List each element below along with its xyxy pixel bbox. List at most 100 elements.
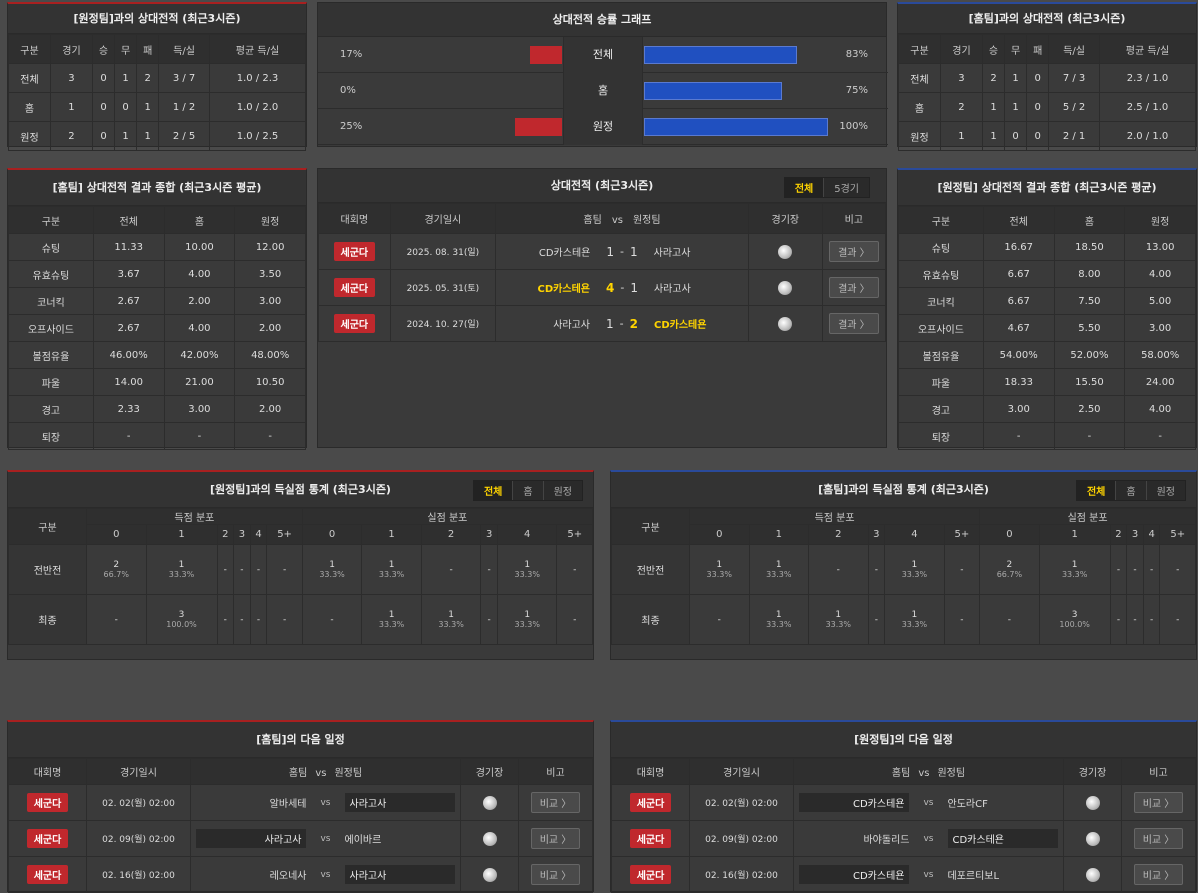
table-cell: 7 / 3 [1048, 63, 1100, 93]
table-cell: 3.00 [234, 287, 306, 315]
league-cell: 세군다 [611, 856, 690, 893]
table-cell: 52.00% [1053, 341, 1126, 369]
result-button[interactable]: 결과 〉 [829, 241, 879, 262]
venue-cell [1063, 856, 1122, 893]
column-header: 5+ [1159, 524, 1196, 545]
compare-button[interactable]: 비교 〉 [530, 792, 581, 813]
match-line: CD카스테욘 vs 데포르티보L [794, 865, 1063, 884]
result-button[interactable]: 결과 〉 [829, 277, 879, 298]
score-line: CD카스테욘 1-1 사라고사 [496, 244, 748, 260]
tab-2[interactable]: 원정 [542, 481, 582, 500]
table-row[interactable]: 세군다 02. 02(월) 02:00 알바세테 vs 사라고사 비교 〉 [8, 784, 593, 821]
table-cell: - [808, 544, 869, 595]
count: 1 [524, 559, 531, 570]
panel-title: [원정팀]의 다음 일정 [611, 722, 1196, 758]
table-cell: 1 33.3% [361, 544, 422, 595]
table-cell: 1 33.3% [748, 594, 810, 645]
result-button[interactable]: 결과 〉 [829, 313, 879, 334]
league-badge: 세군다 [629, 829, 672, 848]
tab-0[interactable]: 전체 [473, 481, 513, 500]
compare-button[interactable]: 비교 〉 [530, 828, 581, 849]
percent: 100.0% [166, 619, 197, 629]
table-row[interactable]: 세군다 02. 16(월) 02:00 레오네사 vs 사라고사 비교 〉 [8, 856, 593, 893]
table-cell: - [1126, 544, 1144, 595]
note-cell: 비교 〉 [518, 820, 593, 857]
table-cell: 18.33 [982, 368, 1055, 396]
next-home-panel: [홈팀]의 다음 일정 대회명 경기일시 홈팀 vs 원정팀 경기장 비고 세군다 02. 02… [7, 720, 594, 893]
column-header: 1 [145, 524, 218, 545]
tab-0[interactable]: 전체 [1076, 481, 1116, 500]
table-cell: 2 66.7% [86, 544, 147, 595]
league-cell: 세군다 [8, 856, 87, 893]
table-cell: - [249, 544, 268, 595]
count: - [1133, 564, 1137, 575]
table-cell: - [1159, 544, 1196, 595]
tab-1[interactable]: 홈 [512, 481, 542, 500]
table-row[interactable]: 세군다 2025. 05. 31(토) CD카스테욘 4-1 사라고사 결과 〉 [318, 269, 887, 306]
tab-1[interactable]: 5경기 [823, 178, 869, 197]
winrate-graph-panel: 상대전적 승률 그래프 17% 전체 83% 0% 홈 75% 25% 원정 100% [317, 2, 888, 147]
table-cell: 6.67 [982, 287, 1055, 315]
table-row[interactable]: 세군다 2025. 08. 31(일) CD카스테욘 1-1 사라고사 결과 〉 [318, 233, 887, 270]
compare-button[interactable]: 비교 〉 [530, 864, 581, 885]
count: 1 [1071, 559, 1078, 570]
table-row: 경고 2.33 3.00 2.00 [8, 395, 306, 423]
count: - [1176, 564, 1180, 575]
table-cell: 5.00 [1124, 287, 1196, 315]
table-cell: 0 [91, 121, 116, 151]
tab-1[interactable]: 홈 [1115, 481, 1145, 500]
row-label: 최종 [8, 594, 87, 645]
away-team: 사라고사 [653, 248, 691, 259]
vs-label: vs [320, 869, 331, 880]
compare-button[interactable]: 비교 〉 [1133, 792, 1184, 813]
percent: 33.3% [766, 619, 792, 629]
winrate-label: 원정 [563, 109, 643, 145]
count: - [1116, 564, 1121, 575]
column-header: 4 [884, 524, 945, 545]
row-label: 홈 [8, 92, 51, 122]
header-row: 구분 전체 홈 원정 [898, 206, 1196, 234]
compare-button[interactable]: 비교 〉 [1133, 864, 1184, 885]
table-row[interactable]: 세군다 02. 02(월) 02:00 CD카스테욘 vs 안도라CF 비교 〉 [611, 784, 1196, 821]
table-cell: 0 [1026, 63, 1050, 93]
column-header: 홈 [1053, 206, 1126, 234]
column-header: 홈 [163, 206, 236, 234]
table-cell: 2.67 [92, 314, 165, 342]
table-cell: - [1126, 594, 1144, 645]
table-cell: 1 33.3% [361, 594, 422, 645]
column-header: 패 [136, 34, 160, 64]
table-cell: 14.00 [92, 368, 165, 396]
column-header: 대회명 [318, 203, 391, 234]
count: - [223, 614, 227, 625]
table-row[interactable]: 세군다 2024. 10. 27(일) 사라고사 1-2 CD카스테욘 결과 〉 [318, 305, 887, 342]
table-cell: 3 100.0% [145, 594, 218, 645]
table-cell: 2.00 [234, 395, 306, 423]
table-cell: - [301, 594, 363, 645]
row-label: 파울 [898, 368, 984, 396]
column-header: 실점 분포 [301, 508, 594, 525]
date-cell: 02. 02(월) 02:00 [86, 784, 191, 821]
tab-0[interactable]: 전체 [784, 178, 824, 197]
match-cell: 바야돌리드 vs CD카스테욘 [793, 820, 1064, 857]
tab-2[interactable]: 원정 [1145, 481, 1185, 500]
h2h-matches-panel: 상대전적 (최근3시즌) 전체 5경기 대회명 경기일시 홈팀 vs 원정팀 경기장 비고 세군… [317, 168, 887, 448]
stadium-icon [482, 795, 497, 810]
count: 2 [1006, 559, 1013, 570]
match-line: 바야돌리드 vs CD카스테욘 [794, 829, 1063, 848]
table-row[interactable]: 세군다 02. 09(월) 02:00 사라고사 vs 에이바르 비교 〉 [8, 820, 593, 857]
compare-button[interactable]: 비교 〉 [1133, 828, 1184, 849]
stadium-icon [778, 316, 793, 331]
date-cell: 02. 16(월) 02:00 [86, 856, 191, 893]
table-row[interactable]: 세군다 02. 16(월) 02:00 CD카스테욘 vs 데포르티보L 비교 〉 [611, 856, 1196, 893]
table-cell: - [982, 422, 1055, 450]
column-header: 2 [216, 524, 235, 545]
match-line: 사라고사 vs 에이바르 [191, 829, 460, 848]
column-header: 구분 [898, 34, 941, 64]
table-cell: 1 33.3% [420, 594, 482, 645]
table-cell: 3 / 7 [158, 63, 210, 93]
table-row: 경고 3.00 2.50 4.00 [898, 395, 1196, 423]
table-cell: 12.00 [234, 233, 306, 261]
table-row[interactable]: 세군다 02. 09(월) 02:00 바야돌리드 vs CD카스테욘 비교 〉 [611, 820, 1196, 857]
table-cell: 1 [114, 121, 138, 151]
count: - [1007, 614, 1012, 625]
